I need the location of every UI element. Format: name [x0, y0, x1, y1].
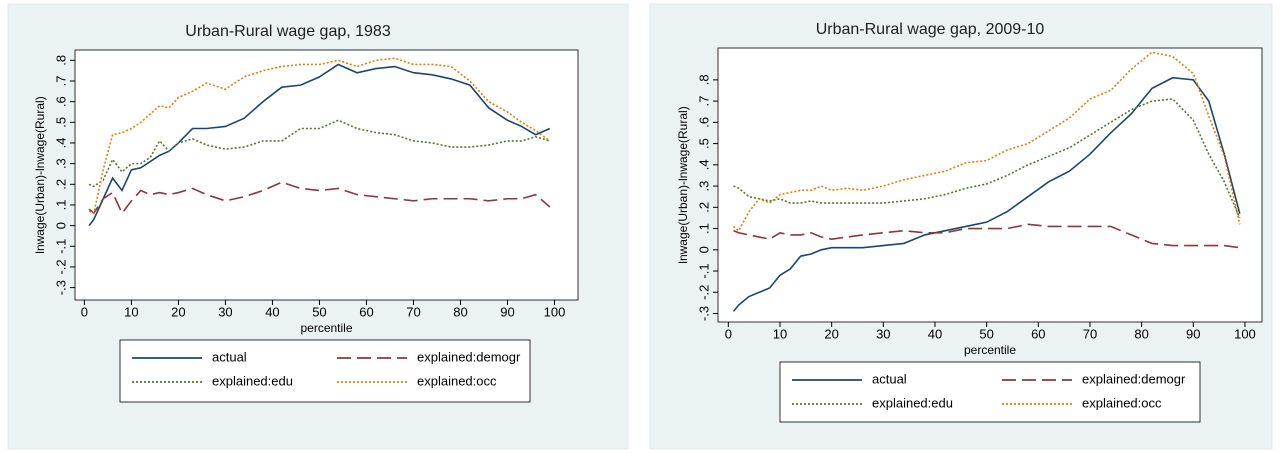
x-tick-label: 60	[359, 304, 373, 319]
y-tick-label: -.1	[696, 263, 711, 278]
legend-label: explained:occ	[417, 373, 497, 388]
legend-label: explained:demogr	[417, 349, 521, 364]
y-tick-label: .5	[53, 117, 68, 128]
y-tick-label: .5	[696, 138, 711, 149]
legend-box	[779, 361, 1201, 423]
y-tick-label: -.1	[53, 239, 68, 254]
legend-label: actual	[212, 349, 247, 364]
x-tick-label: 30	[876, 326, 890, 341]
x-tick-label: 100	[1234, 326, 1256, 341]
x-tick-label: 60	[1031, 326, 1045, 341]
y-tick-label: .2	[696, 202, 711, 213]
x-tick-label: 90	[500, 304, 514, 319]
y-tick-label: -.2	[696, 285, 711, 300]
legend-label: explained:demogr	[1082, 371, 1186, 386]
y-tick-label: -.3	[53, 280, 68, 295]
legend-label: actual	[872, 371, 907, 386]
x-tick-label: 50	[979, 326, 993, 341]
legend-label: explained:edu	[212, 373, 293, 388]
x-tick-label: 50	[312, 304, 326, 319]
x-tick-label: 0	[725, 326, 732, 341]
y-tick-label: .7	[696, 96, 711, 107]
x-tick-label: 20	[824, 326, 838, 341]
chart-title: Urban-Rural wage gap, 2009-10	[816, 21, 1045, 38]
x-tick-label: 20	[171, 304, 185, 319]
y-tick-label: .1	[696, 223, 711, 234]
y-axis-title: lnwage(Urban)-lnwage(Rural)	[676, 106, 690, 263]
y-tick-label: .3	[696, 181, 711, 192]
x-tick-label: 40	[928, 326, 942, 341]
x-tick-label: 30	[218, 304, 232, 319]
x-tick-label: 100	[544, 304, 566, 319]
x-tick-label: 80	[453, 304, 467, 319]
x-tick-label: 70	[1083, 326, 1097, 341]
legend-label: explained:edu	[872, 395, 953, 410]
y-tick-label: 0	[53, 222, 68, 229]
y-tick-label: -.2	[53, 259, 68, 274]
y-tick-label: .8	[53, 55, 68, 66]
x-tick-label: 10	[124, 304, 138, 319]
x-tick-label: 10	[773, 326, 787, 341]
y-tick-label: .8	[696, 74, 711, 85]
y-tick-label: .6	[53, 96, 68, 107]
x-axis-title: percentile	[964, 343, 1016, 357]
data-line	[733, 98, 1241, 219]
data-line	[88, 181, 551, 215]
chart-panel: Urban-Rural wage gap, 1983 0 10 20 30 40 50 60 7…	[7, 3, 629, 450]
y-tick-label: .7	[53, 76, 68, 87]
plot-area	[74, 49, 579, 301]
x-tick-label: 40	[265, 304, 279, 319]
x-tick-label: 0	[81, 304, 88, 319]
data-line	[733, 223, 1240, 249]
y-tick-label: .6	[696, 117, 711, 128]
legend-box	[119, 339, 531, 403]
y-tick-label: .4	[53, 138, 68, 149]
y-tick-label: .1	[53, 200, 68, 211]
x-tick-label: 80	[1134, 326, 1148, 341]
y-axis-title: lnwage(Urban)-lnwage(Rural)	[33, 96, 47, 253]
x-tick-label: 70	[406, 304, 420, 319]
data-line	[88, 119, 551, 188]
data-line	[732, 51, 1241, 232]
chart-panel: Urban-Rural wage gap, 2009-10 0 10 20 30 40 50…	[649, 3, 1273, 450]
x-axis-title: percentile	[300, 321, 352, 335]
y-tick-label: -.3	[696, 306, 711, 321]
plot-area	[717, 47, 1263, 323]
y-tick-label: .2	[53, 179, 68, 190]
data-line	[88, 57, 551, 215]
chart-title: Urban-Rural wage gap, 1983	[185, 23, 391, 40]
data-line	[88, 63, 551, 227]
x-tick-label: 90	[1186, 326, 1200, 341]
legend-label: explained:occ	[1082, 395, 1162, 410]
y-tick-label: .4	[696, 159, 711, 170]
y-tick-label: .3	[53, 158, 68, 169]
y-tick-label: 0	[696, 246, 711, 253]
